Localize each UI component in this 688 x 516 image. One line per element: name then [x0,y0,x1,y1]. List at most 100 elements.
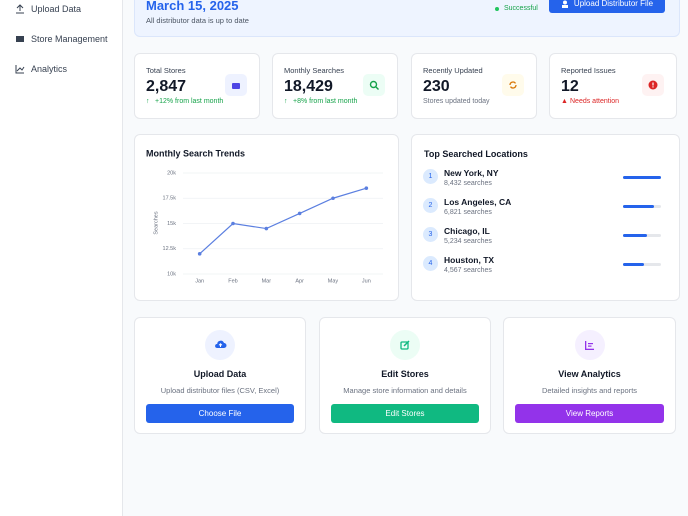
action-card: View Analytics Detailed insights and repo… [503,317,676,434]
sidebar: Upload Data Store Management Analytics [0,0,123,516]
x-tick-label: May [328,278,339,284]
action-title: Edit Stores [381,369,429,379]
banner: March 15, 2025 All distributor data is u… [134,0,680,37]
point [331,196,335,201]
bar-track [623,176,661,179]
locations-title: Top Searched Locations [424,149,528,159]
action-card: Edit Stores Manage store information and … [319,317,491,434]
icon [15,65,25,74]
y-tick-label: 10k [167,271,176,277]
stat-label: Recently Updated [423,66,483,75]
stat-value: 18,429 [284,78,333,95]
action-button[interactable]: View Reports [515,404,664,423]
location-searches: 6,821 searches [444,209,492,216]
location-name: New York, NY [444,168,499,178]
action-icon [574,330,605,360]
stat-note: Stores updated today [423,98,490,105]
bar [623,234,647,237]
stat-card: Recently Updated 230 Stores updated today [411,53,537,119]
stat-card: Monthly Searches 18,429 +8% from last mont… [272,53,398,119]
nav-label: Analytics [31,64,68,74]
stat-card: Total Stores 2,847 +12% from last month ↑ [134,53,260,119]
point [264,226,269,231]
action-button[interactable]: Edit Stores [331,404,479,423]
x-tick-label: Mar [262,278,272,284]
bar [623,176,661,179]
x-tick-label: Feb [228,278,237,284]
chart-card: Monthly Search Trends Searches 10k 12.5k 1… [134,134,399,301]
y-tick-label: 15k [167,221,176,227]
location-name: Chicago, IL [444,226,490,236]
rank-badge: 4 [423,256,438,271]
chart: Monthly Search Trends Searches 10k 12.5k 1… [146,148,383,284]
stat-note: +12% from last month [155,98,224,105]
stat-label: Total Stores [146,66,186,75]
bar-track [623,205,661,208]
y-axis-label: Searches [153,211,159,234]
status: Successful [495,5,538,12]
stat-icon [225,74,247,96]
y-tick-label: 12.5k [163,246,177,252]
stat-note: +8% from last month [293,98,358,105]
nav-label: Store Management [31,34,108,44]
stat-icon [642,74,664,96]
stat-icon [363,74,385,96]
x-tick-label: Jun [362,278,371,284]
x-tick-label: Jan [195,278,204,284]
stat-note: Needs attention [570,98,620,105]
note-icon: ▲ [561,98,568,105]
action-button[interactable]: Choose File [146,404,294,423]
rank-badge: 2 [423,198,438,213]
button-label: Upload Distributor File [573,0,654,8]
action-description: Upload distributor files (CSV, Excel) [160,386,280,395]
action-description: Manage store information and details [343,386,467,395]
stat-label: Reported Issues [561,66,616,75]
note-icon: ↑ [146,98,150,105]
bar [623,263,644,266]
bar-track [623,263,661,266]
status-text: Successful [504,5,538,12]
note-icon: ↑ [284,98,288,105]
action-title: View Analytics [558,369,621,379]
stat-icon [502,74,524,96]
nav-item[interactable]: Upload Data [15,4,81,14]
bar [623,205,654,208]
x-tick-label: Apr [295,278,304,284]
nav-label: Upload Data [31,4,82,14]
stat-card: Reported Issues 12 Needs attention ▲ [549,53,677,119]
point [197,252,202,256]
banner-subtitle: All distributor data is up to date [146,16,249,25]
icon [561,0,568,8]
location-searches: 4,567 searches [444,267,492,274]
stat-value: 230 [423,78,450,95]
location-searches: 5,234 searches [444,238,492,245]
y-tick-label: 17.5k [163,196,177,202]
location-name: Houston, TX [444,255,495,265]
action-title: Upload Data [193,369,247,379]
action-icon [205,330,235,360]
nav-item[interactable]: Analytics [15,64,67,74]
action-icon [390,330,420,360]
bar-track [623,234,661,237]
banner-date: March 15, 2025 [146,0,239,13]
y-tick-label: 20k [167,170,176,176]
chart-title: Monthly Search Trends [146,148,245,158]
icon [16,36,24,42]
point [231,221,235,226]
location-name: Los Angeles, CA [444,197,512,207]
nav-item[interactable]: Store Management [15,34,108,44]
stat-value: 12 [561,78,579,95]
line [199,187,367,255]
locations-card: Top Searched Locations 1 New York, NY 8,43… [411,134,680,301]
stat-value: 2,847 [146,78,187,95]
upload-button[interactable]: Upload Distributor File [549,0,665,13]
location-searches: 8,432 searches [444,180,492,187]
point [364,186,369,190]
rank-badge: 3 [423,227,438,242]
stat-label: Monthly Searches [284,66,345,75]
rank-badge: 1 [423,169,438,184]
point [297,211,302,216]
icon [16,4,24,14]
action-card: Upload Data Upload distributor files (CSV… [134,317,306,434]
